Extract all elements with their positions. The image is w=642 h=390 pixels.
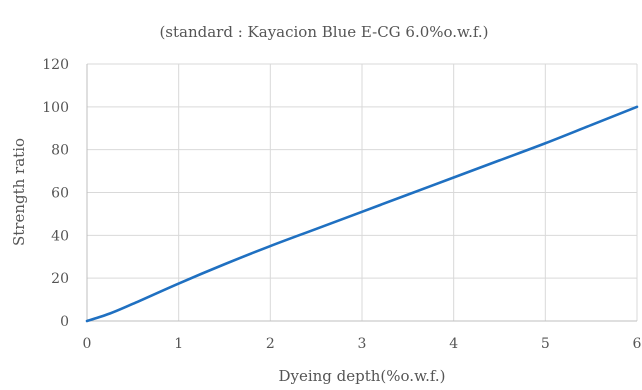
x-tick-label: 2 (266, 336, 275, 352)
y-tick-label: 40 (51, 228, 69, 244)
axes (86, 64, 637, 322)
x-tick-label: 1 (174, 336, 183, 352)
x-axis-label: Dyeing depth(%o.w.f.) (278, 367, 445, 385)
y-tick-label: 100 (42, 100, 69, 116)
y-tick-label: 80 (51, 143, 69, 159)
y-tick-label: 60 (51, 186, 69, 202)
gridlines (87, 63, 638, 321)
y-axis-label: Strength ratio (10, 138, 28, 246)
y-tick-label: 0 (60, 314, 69, 330)
y-tick-label: 120 (42, 57, 69, 73)
series-line (85, 105, 639, 323)
chart-subtitle: (standard : Kayacion Blue E-CG 6.0%o.w.f… (159, 23, 488, 41)
x-tick-label: 3 (358, 336, 367, 352)
x-tick-label: 0 (83, 336, 92, 352)
series-layer (85, 105, 639, 323)
tick-labels: 0 20 40 60 80 100 120 0 1 2 3 4 5 6 (42, 57, 641, 352)
x-tick-label: 6 (633, 336, 642, 352)
x-tick-label: 4 (449, 336, 458, 352)
x-tick-label: 5 (541, 336, 550, 352)
y-tick-label: 20 (51, 271, 69, 287)
